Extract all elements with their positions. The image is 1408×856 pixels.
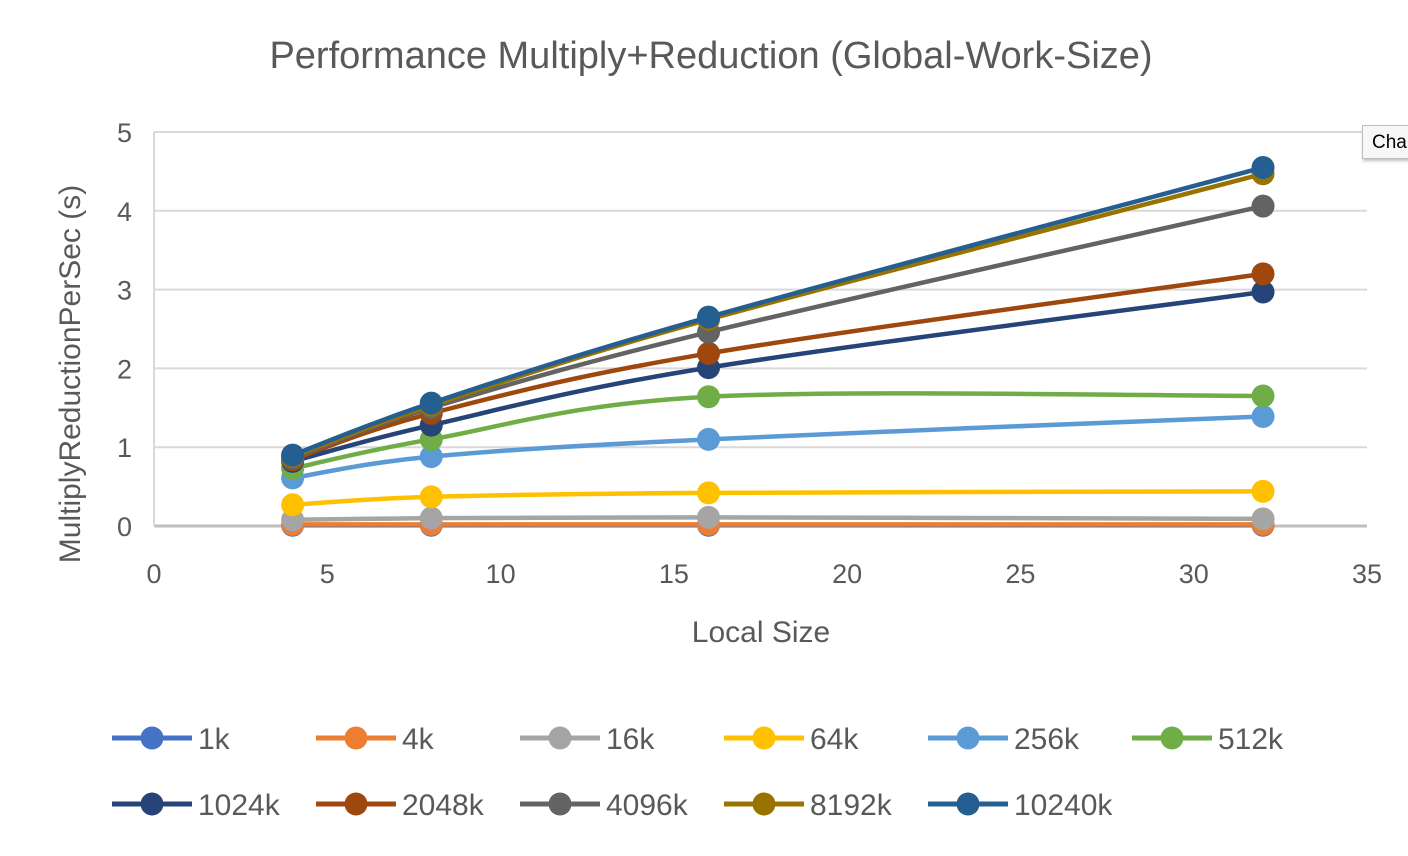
y-tick-label: 1 [117, 433, 132, 463]
series-line [291, 165, 1264, 458]
plot-area [281, 155, 1275, 537]
data-point [697, 341, 721, 365]
y-tick-label: 4 [117, 197, 132, 227]
data-point [419, 391, 443, 415]
series-line [292, 515, 1264, 522]
tick-labels: 0 1 2 3 4 5 0 5 10 15 20 25 30 35 [117, 118, 1382, 589]
chart-title: Performance Multiply+Reduction (Global-W… [269, 35, 1152, 77]
tooltip: Cha [1362, 125, 1408, 159]
y-tick-label: 5 [117, 118, 132, 148]
data-point [1251, 262, 1275, 286]
x-axis-title: Local Size [692, 616, 830, 649]
data-point [281, 443, 305, 467]
legend-marker [140, 726, 164, 750]
legend-item-4k: 4k [316, 723, 435, 756]
legend-label: 8192k [810, 789, 893, 822]
x-tick-label: 20 [832, 559, 862, 589]
legend-label: 16k [606, 723, 655, 756]
data-point [1251, 155, 1275, 179]
legend-marker [140, 792, 164, 816]
legend-item-1k: 1k [112, 723, 231, 756]
legend-marker [548, 792, 572, 816]
y-tick-label: 3 [117, 276, 132, 306]
legend-item-256k: 256k [928, 723, 1080, 756]
series-line [292, 289, 1264, 464]
legend-label: 512k [1218, 723, 1284, 756]
legend-label: 1024k [198, 789, 281, 822]
x-tick-label: 35 [1352, 559, 1382, 589]
legend-marker [752, 726, 776, 750]
data-point [419, 445, 443, 469]
x-tick-label: 10 [486, 559, 516, 589]
legend: 1k 4k 16k 64k 256k 512k 1024k 2048k 4096k 8192k 10… [112, 723, 1284, 822]
legend-item-1024k: 1024k [112, 789, 281, 822]
data-point [1251, 479, 1275, 503]
series-16k [281, 505, 1275, 532]
series-line [292, 391, 1264, 471]
legend-item-4096k: 4096k [520, 789, 689, 822]
legend-marker [344, 792, 368, 816]
data-point [1251, 280, 1275, 304]
series-line [292, 489, 1264, 507]
y-tick-label: 2 [117, 354, 132, 384]
series-line [292, 414, 1264, 481]
legend-label: 256k [1014, 723, 1080, 756]
data-point [697, 305, 721, 329]
data-point [697, 427, 721, 451]
legend-item-16k: 16k [520, 723, 655, 756]
legend-label: 10240k [1014, 789, 1113, 822]
data-point [281, 493, 305, 517]
data-point [697, 505, 721, 529]
legend-item-2048k: 2048k [316, 789, 485, 822]
legend-label: 2048k [402, 789, 485, 822]
y-axis-title: MultiplyReductionPerSec (s) [54, 185, 87, 563]
data-point [1251, 384, 1275, 408]
series-64k [281, 479, 1275, 517]
x-tick-label: 25 [1005, 559, 1035, 589]
legend-marker [344, 726, 368, 750]
legend-marker [956, 726, 980, 750]
series-line [291, 271, 1264, 462]
data-point [1251, 404, 1275, 428]
legend-label: 1k [198, 723, 231, 756]
data-point [419, 485, 443, 509]
legend-label: 64k [810, 723, 859, 756]
legend-item-8192k: 8192k [724, 789, 893, 822]
data-point [697, 481, 721, 505]
x-tick-label: 30 [1179, 559, 1209, 589]
gridlines [153, 131, 1367, 528]
y-tick-label: 0 [117, 512, 132, 542]
x-tick-label: 0 [146, 559, 161, 589]
series-10240k [281, 155, 1275, 467]
data-point [1251, 507, 1275, 531]
legend-marker [1160, 726, 1184, 750]
legend-marker [956, 792, 980, 816]
legend-item-10240k: 10240k [928, 789, 1113, 822]
x-tick-label: 5 [320, 559, 335, 589]
legend-label: 4096k [606, 789, 689, 822]
legend-item-512k: 512k [1132, 723, 1284, 756]
data-point [697, 385, 721, 409]
legend-marker [752, 792, 776, 816]
legend-marker [548, 726, 572, 750]
x-tick-label: 15 [659, 559, 689, 589]
legend-label: 4k [402, 723, 435, 756]
data-point [419, 506, 443, 530]
legend-item-64k: 64k [724, 723, 859, 756]
data-point [1251, 194, 1275, 218]
